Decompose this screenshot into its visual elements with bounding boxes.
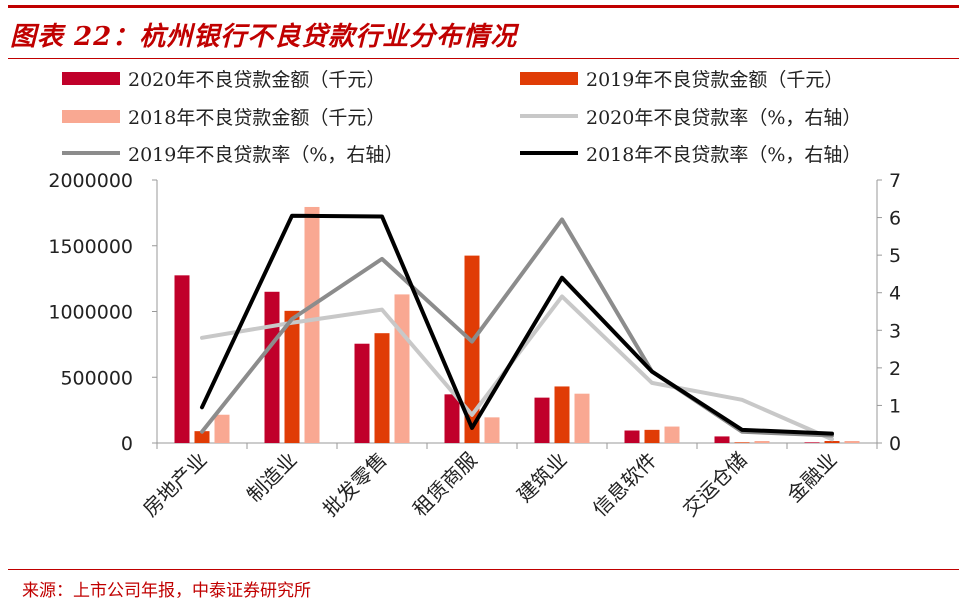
bar: [664, 426, 680, 443]
legend-item-bar-2020: 2020年不良贷款金额（千元）: [62, 63, 385, 93]
bar: [374, 333, 390, 443]
bar: [714, 436, 730, 443]
title-rule: [8, 58, 959, 59]
right-tick-label: 5: [889, 245, 901, 267]
bar: [284, 310, 300, 443]
category-label: 建筑业: [512, 448, 571, 507]
bar: [304, 206, 320, 443]
right-tick-label: 6: [889, 208, 901, 230]
source-note: 来源：上市公司年报，中泰证券研究所: [22, 581, 311, 601]
legend-line-2018: [520, 151, 578, 155]
bar: [574, 393, 590, 443]
bar: [194, 431, 210, 443]
right-tick-label: 3: [889, 320, 901, 342]
left-tick-label: 1500000: [48, 236, 133, 258]
legend-label: 2018年不良贷款金额（千元）: [128, 106, 386, 129]
category-label: 制造业: [242, 448, 301, 507]
right-tick-label: 4: [889, 283, 901, 305]
bar: [264, 291, 280, 443]
bottom-rule: [8, 569, 959, 570]
right-tick-label: 0: [889, 433, 901, 455]
category-label: 交运仓储: [678, 448, 752, 522]
bar: [214, 414, 230, 443]
left-tick-label: 0: [121, 433, 133, 455]
left-tick-label: 2000000: [48, 170, 133, 192]
legend-line-2019: [62, 151, 120, 155]
series-line: [200, 213, 834, 436]
category-label: 信息软件: [588, 448, 662, 522]
legend-swatch-bar-2019: [520, 71, 578, 85]
bar: [804, 442, 820, 443]
bar: [734, 442, 750, 443]
bar: [464, 255, 480, 443]
left-tick-label: 1000000: [48, 302, 133, 324]
chart-title: 图表 22：杭州银行不良贷款行业分布情况: [10, 22, 518, 52]
bar: [354, 343, 370, 443]
legend-swatch-bar-2018: [62, 109, 120, 123]
legend-item-bar-2019: 2019年不良贷款金额（千元）: [520, 63, 843, 93]
bar: [624, 430, 640, 443]
left-tick-label: 500000: [60, 367, 133, 389]
category-label: 批发零售: [318, 448, 392, 522]
bar: [444, 394, 460, 443]
category-label: 房地产业: [138, 448, 212, 522]
legend-line-2020: [520, 114, 578, 118]
category-label: 租赁商服: [408, 448, 482, 522]
legend-item-bar-2018: 2018年不良贷款金额（千元）: [62, 101, 385, 131]
legend-swatch-bar-2020: [62, 71, 120, 85]
right-tick-label: 7: [889, 170, 901, 192]
legend-item-line-2019: 2019年不良贷款率（%，右轴）: [62, 138, 403, 168]
legend-label: 2018年不良贷款率（%，右轴）: [586, 143, 862, 166]
right-tick-label: 1: [889, 395, 901, 417]
bar: [844, 441, 860, 443]
bar: [534, 397, 550, 443]
bar: [484, 417, 500, 443]
legend-label: 2020年不良贷款金额（千元）: [128, 68, 386, 91]
bar: [644, 429, 660, 443]
top-rule: [8, 5, 959, 8]
legend-label: 2019年不良贷款金额（千元）: [586, 68, 844, 91]
legend-item-line-2018: 2018年不良贷款率（%，右轴）: [520, 138, 861, 168]
legend-item-line-2020: 2020年不良贷款率（%，右轴）: [520, 101, 861, 131]
bar: [394, 294, 410, 443]
bar: [824, 441, 840, 443]
bar: [554, 386, 570, 443]
legend-label: 2020年不良贷款率（%，右轴）: [586, 106, 862, 129]
right-tick-label: 2: [889, 358, 901, 380]
bar: [754, 441, 770, 443]
bar: [174, 275, 190, 443]
category-label: 金融业: [782, 448, 841, 507]
legend-label: 2019年不良贷款率（%，右轴）: [128, 143, 404, 166]
